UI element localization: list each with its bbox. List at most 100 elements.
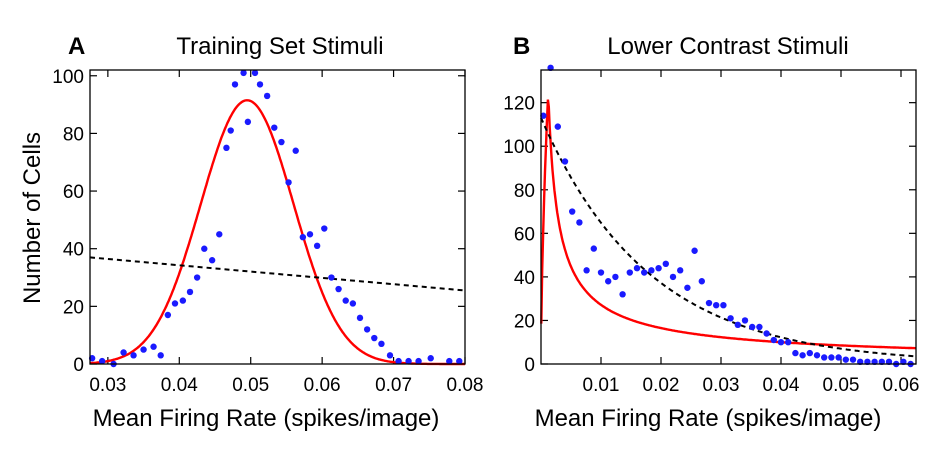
panel-letter-a: A <box>68 33 85 60</box>
y-tick-label: 100 <box>503 137 535 158</box>
data-point <box>756 323 763 331</box>
data-point <box>342 297 349 304</box>
plot-frame-b <box>540 69 917 365</box>
data-point <box>299 233 307 241</box>
data-point <box>569 208 576 215</box>
data-point <box>395 357 402 365</box>
plot-frame-a <box>89 69 466 365</box>
data-point <box>356 314 364 322</box>
y-tick-label: 60 <box>63 182 84 203</box>
y-tick-label: 80 <box>514 181 535 202</box>
data-point <box>626 269 633 276</box>
x-axis-label-b: Mean Firing Rate (spikes/image) <box>535 405 882 432</box>
data-point <box>285 179 292 186</box>
x-tick-label: 0.04 <box>161 375 198 396</box>
data-point <box>313 242 321 250</box>
data-point <box>120 349 127 356</box>
data-point <box>633 264 641 272</box>
data-point <box>813 352 821 359</box>
data-point <box>193 274 201 281</box>
data-point <box>427 355 434 362</box>
data-point <box>216 231 223 238</box>
y-tick-label: 80 <box>63 124 84 145</box>
data-point <box>201 245 208 252</box>
data-point <box>140 346 147 353</box>
data-point <box>691 247 698 254</box>
data-point <box>821 354 828 361</box>
x-tick-label: 0.03 <box>89 375 126 396</box>
data-point <box>386 352 394 359</box>
y-axis-label-a: Number of Cells <box>19 132 46 304</box>
data-point <box>540 112 547 119</box>
data-point <box>256 81 264 88</box>
x-axis-label-a: Mean Firing Rate (spikes/image) <box>93 405 440 432</box>
data-point <box>648 267 655 274</box>
data-point <box>321 225 328 232</box>
data-point <box>590 245 597 252</box>
data-point <box>583 267 590 274</box>
data-point <box>720 302 727 309</box>
data-point <box>456 357 463 365</box>
data-point <box>150 343 157 350</box>
data-point <box>612 273 619 281</box>
chart-title-b: Lower Contrast Stimuli <box>607 33 848 60</box>
data-point <box>792 349 799 357</box>
data-point <box>98 357 106 365</box>
data-point <box>777 339 785 346</box>
data-point <box>741 317 749 324</box>
data-point <box>849 356 857 363</box>
data-point <box>684 284 691 291</box>
x-tick-label: 0.07 <box>375 375 412 396</box>
data-point <box>554 123 561 130</box>
y-tick-label: 20 <box>63 297 84 318</box>
data-point <box>770 336 777 344</box>
fit-curve-dashed <box>89 256 466 292</box>
data-points-a <box>88 69 463 368</box>
data-point <box>251 69 259 77</box>
tick-group-a: 0.03 0.04 0.05 0.06 0.07 0.08 0 20 40 60 80 100 <box>52 67 483 396</box>
data-point <box>306 231 314 238</box>
data-point <box>292 147 299 154</box>
x-tick-label: 0.03 <box>703 375 740 396</box>
tick-group-b: 0.01 0.02 0.03 0.04 0.05 0.06 0 20 40 60 80 100 120 <box>503 70 919 396</box>
fit-curve-solid <box>540 99 916 350</box>
chart-title-a: Training Set Stimuli <box>176 33 383 60</box>
data-point <box>186 288 194 296</box>
data-point <box>835 354 842 361</box>
data-point <box>842 356 849 363</box>
x-tick-label: 0.05 <box>232 375 269 396</box>
y-tick-label: 120 <box>503 94 535 115</box>
x-tick-label: 0.05 <box>823 375 860 396</box>
data-point <box>349 300 357 307</box>
x-tick-label: 0.08 <box>447 375 484 396</box>
data-point <box>371 334 378 342</box>
data-point <box>171 300 179 307</box>
y-tick-label: 40 <box>63 240 84 261</box>
data-point <box>698 278 705 285</box>
data-point <box>446 357 453 365</box>
y-tick-label: 20 <box>514 311 535 332</box>
data-point <box>263 92 271 100</box>
data-point <box>335 285 342 293</box>
data-point <box>179 297 187 304</box>
data-point <box>734 321 741 328</box>
data-point <box>227 127 234 134</box>
data-point <box>705 299 713 307</box>
data-point <box>378 340 385 348</box>
data-point <box>763 330 770 337</box>
data-point <box>727 315 734 322</box>
data-point <box>806 349 813 357</box>
data-point <box>231 81 239 88</box>
panel-letter-b: B <box>513 33 530 60</box>
x-tick-label: 0.01 <box>583 375 620 396</box>
data-point <box>677 267 684 274</box>
data-point <box>655 264 662 272</box>
data-point <box>669 273 677 281</box>
x-tick-label: 0.04 <box>763 375 800 396</box>
y-tick-label: 0 <box>73 355 84 376</box>
data-point <box>641 269 648 276</box>
data-point <box>828 354 835 361</box>
y-tick-label: 0 <box>524 355 535 376</box>
data-point <box>208 257 216 264</box>
